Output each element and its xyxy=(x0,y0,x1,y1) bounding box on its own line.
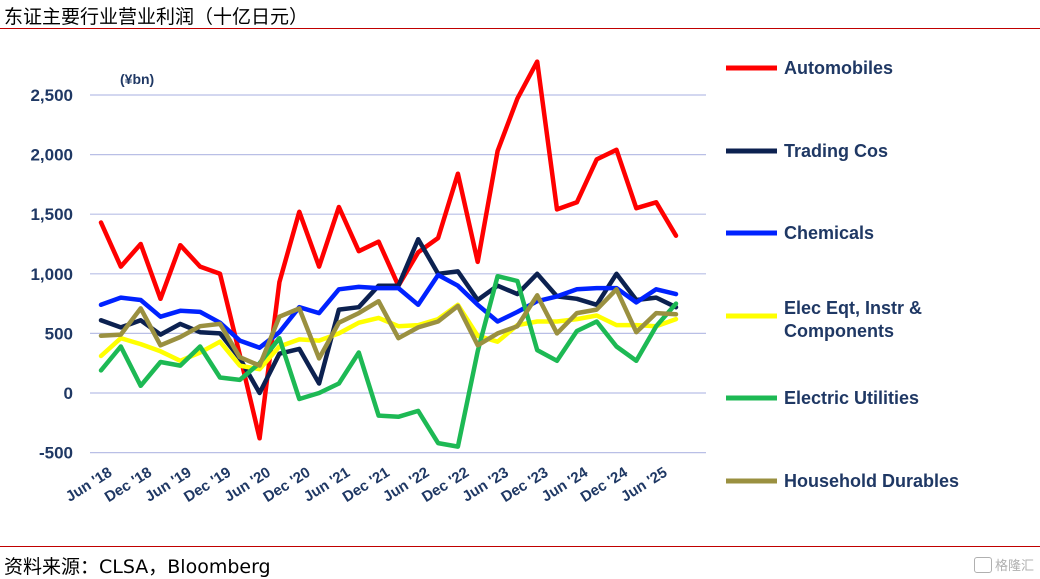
series-line xyxy=(98,272,679,350)
watermark-text: 格隆汇 xyxy=(994,559,1034,574)
y-axis: -500 0 500 1,000 1,500 2,000 2,500 xyxy=(30,86,73,463)
legend-label: Household Durables xyxy=(784,471,959,491)
watermark-logo-icon xyxy=(973,557,992,573)
series-line xyxy=(98,236,679,396)
series-line xyxy=(98,59,679,441)
page-title: 东证主要行业营业利润（十亿日元） xyxy=(4,6,309,28)
watermark: 格隆汇 xyxy=(973,555,1034,574)
chart-grid xyxy=(90,94,706,454)
legend: Automobiles Trading Cos Chemicals Elec Eqt,… xyxy=(726,58,959,491)
y-tick-label: 1,500 xyxy=(30,205,73,224)
top-divider xyxy=(0,28,1040,29)
legend-label: Electric Utilities xyxy=(784,388,919,408)
bottom-divider xyxy=(0,546,1040,547)
header: 东证主要行业营业利润（十亿日元） xyxy=(0,0,1040,28)
y-tick-label: 500 xyxy=(45,324,73,343)
y-tick-label: 1,000 xyxy=(30,265,73,284)
series-line xyxy=(98,287,679,368)
legend-label-cont: Components xyxy=(784,321,894,341)
y-tick-label: -500 xyxy=(39,444,73,463)
y-tick-label: 2,500 xyxy=(30,86,73,105)
source-note: 资料来源：CLSA，Bloomberg xyxy=(4,556,271,578)
line-chart: -500 0 500 1,000 1,500 2,000 2,500 Jun '18Dec … xyxy=(30,58,959,506)
y-tick-label: 0 xyxy=(64,384,73,403)
x-tick-label: Jun '25 xyxy=(618,464,670,505)
series-line xyxy=(98,273,679,449)
legend-label: Chemicals xyxy=(784,223,874,243)
y-tick-label: 2,000 xyxy=(30,146,73,165)
legend-label: Trading Cos xyxy=(784,141,888,161)
legend-label: Elec Eqt, Instr & xyxy=(784,298,922,318)
legend-label: Automobiles xyxy=(784,58,893,78)
y-unit-label: (¥bn) xyxy=(120,71,154,87)
series-lines xyxy=(98,59,679,449)
